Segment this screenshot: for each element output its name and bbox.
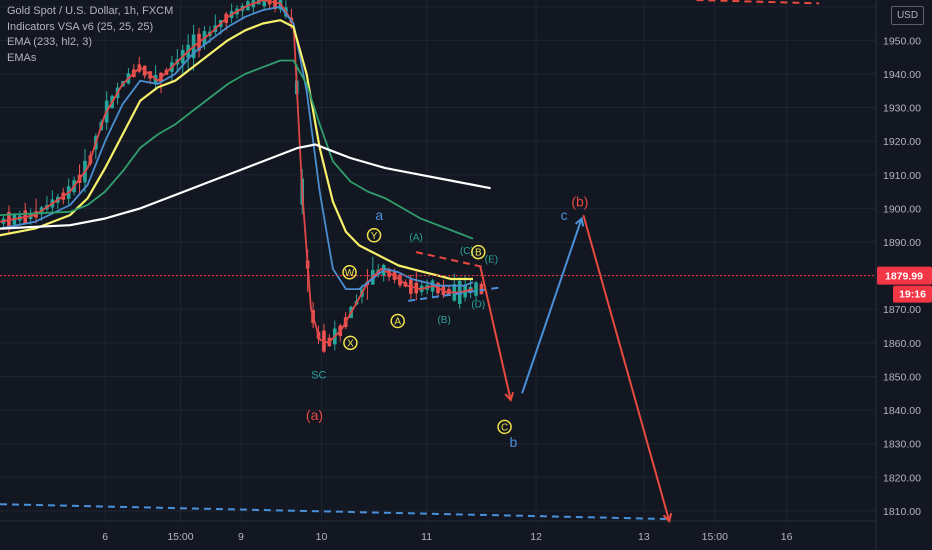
price-tick-label: 1920.00: [883, 136, 921, 148]
time-tick-label: 6: [102, 531, 108, 543]
wave-projection: [479, 214, 669, 521]
price-tick-label: 1870.00: [883, 304, 921, 316]
time-tick-label: 11: [421, 531, 432, 543]
currency-badge[interactable]: USD: [891, 6, 924, 25]
price-tick-label: 1890.00: [883, 237, 921, 249]
trendline-top-red-dashed: [696, 0, 820, 5]
wave-label-circle: [342, 265, 357, 280]
price-tick-label: 1910.00: [883, 170, 921, 182]
wave-label-circle: [497, 419, 512, 435]
wave-label: B: [475, 248, 482, 259]
wave-label: (C): [460, 246, 474, 257]
wave-label: (D): [471, 300, 485, 311]
wave-label-circle: [366, 228, 382, 243]
current-price-label: 1879.99: [885, 271, 923, 283]
wave-label: SC: [311, 370, 326, 382]
wave-label: c: [561, 207, 568, 223]
grid: [0, 0, 876, 521]
symbol-title[interactable]: Gold Spot / U.S. Dollar, 1h, FXCM: [7, 5, 174, 17]
projection--b---c-wave-down: [582, 214, 669, 521]
wave-label: C: [501, 422, 508, 433]
price-tick-label: 1860.00: [883, 338, 921, 350]
wave-label: (a): [306, 407, 323, 423]
countdown-label: 19:16: [899, 289, 926, 301]
time-tick-label: 9: [238, 531, 244, 543]
candle-body: [262, 0, 267, 7]
time-tick-label: 15:00: [702, 531, 728, 543]
wave-label: A: [394, 317, 401, 328]
series-line-ema-blue: [0, 5, 474, 290]
projection-c-wave-down: [479, 265, 511, 400]
wave-label: W: [345, 268, 355, 279]
projection-b-c-wave-up: [521, 218, 582, 394]
wave-label-circle: [471, 244, 486, 260]
wave-label-circle: [343, 335, 358, 351]
candle-body: [273, 0, 277, 9]
wave-label: b: [509, 434, 517, 450]
price-tick-label: 1930.00: [883, 103, 921, 115]
price-tick-label: 1810.00: [883, 506, 921, 518]
price-tick-label: 1900.00: [883, 203, 921, 215]
candle-body: [474, 282, 478, 296]
series-line-ema-green: [0, 59, 474, 240]
wave-labels: SC (a) aY W X (A) A (B) (C) B(E) (D) Cb c(b): [306, 194, 589, 450]
wave-label: (A): [409, 232, 422, 243]
series-line-ema-yellow: [0, 19, 473, 281]
price-tick-label: 1850.00: [883, 371, 921, 383]
price-tick-label: 1830.00: [883, 439, 921, 451]
time-tick-label: 10: [316, 531, 328, 543]
indicator-vsa[interactable]: Indicators VSA v6 (25, 25, 25): [7, 20, 154, 33]
wave-label: (B): [437, 315, 450, 326]
wave-label: (b): [571, 194, 588, 210]
series-line-ema-white: [0, 143, 491, 230]
wave-label: X: [347, 338, 354, 349]
price-tick-label: 1840.00: [883, 405, 921, 417]
wave-label: a: [375, 207, 383, 223]
time-tick-label: 12: [530, 531, 542, 543]
wave-label: (E): [485, 254, 498, 265]
candle-body: [479, 283, 484, 295]
time-tick-label: 13: [638, 531, 650, 543]
time-axis: 6 15:00 9 10 11 12 13 15:00 16: [102, 531, 792, 543]
chart-legend: Gold Spot / U.S. Dollar, 1h, FXCM Indica…: [7, 4, 173, 66]
trendline-bottom-blue-dashed: [0, 503, 666, 520]
price-tick-label: 1940.00: [883, 69, 921, 81]
price-tick-label: 1950.00: [883, 35, 921, 47]
ema-lines: [0, 0, 491, 344]
current-price-badge: [877, 266, 932, 285]
time-tick-label: 16: [781, 531, 793, 543]
price-tick-label: 1820.00: [883, 472, 921, 484]
wave-label: Y: [371, 231, 378, 242]
indicator-emas[interactable]: EMAs: [7, 51, 37, 64]
time-tick-label: 15:00: [167, 531, 193, 543]
countdown-badge: [893, 285, 932, 303]
indicator-ema[interactable]: EMA (233, hl2, 3): [7, 36, 92, 48]
wave-label-circle: [390, 313, 405, 329]
